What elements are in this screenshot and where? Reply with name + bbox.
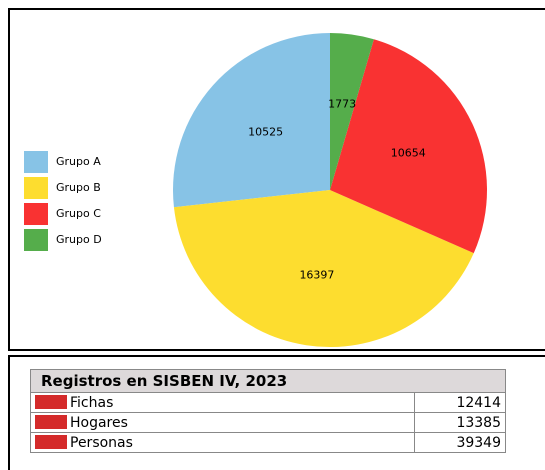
family-icon — [35, 434, 67, 449]
slice-label: 1773 — [328, 98, 356, 111]
family-icon — [35, 414, 67, 429]
legend-label: Grupo C — [56, 207, 101, 220]
header-row: Registros en SISBEN IV, 2023 — [30, 369, 506, 393]
slice-label: 16397 — [299, 268, 334, 281]
table: Registros en SISBEN IV, 2023 Fichas 12414… — [30, 369, 506, 453]
row-label: Fichas — [70, 394, 114, 411]
slice-label: 10654 — [391, 146, 426, 159]
row-label-cell: Hogares — [30, 412, 415, 433]
pie-slice — [173, 190, 474, 347]
legend-label: Grupo B — [56, 181, 101, 194]
table-title: Registros en SISBEN IV, 2023 — [30, 369, 506, 393]
family-icon — [35, 394, 67, 409]
legend-label: Grupo A — [56, 155, 101, 168]
table-row: Fichas 12414 — [30, 392, 506, 413]
table-row: Personas 39349 — [30, 432, 506, 453]
chart-panel: 10525 16397 10654 1773 Grupo A Grupo B Grupo C… — [8, 8, 545, 351]
chart: 10525 16397 10654 1773 Grupo A Grupo B Grupo C… — [24, 33, 487, 347]
row-label-cell: Fichas — [30, 392, 415, 413]
row-label: Personas — [70, 434, 133, 451]
row-value: 39349 — [414, 432, 506, 453]
legend-swatch — [24, 177, 48, 199]
row-label: Hogares — [70, 414, 128, 431]
pie-slice — [330, 39, 487, 254]
row-label-cell: Personas — [30, 432, 415, 453]
legend-label: Grupo D — [56, 233, 102, 246]
pie-slice — [330, 33, 374, 190]
legend-swatch — [24, 203, 48, 225]
row-value: 12414 — [414, 392, 506, 413]
legend-swatch — [24, 151, 48, 173]
table-panel: Registros en SISBEN IV, 2023 Fichas 12414… — [8, 355, 545, 470]
pie-slice — [172, 33, 330, 208]
table-row: Hogares 13385 — [30, 412, 506, 433]
table-body: Fichas 12414 Hogares 13385 Personas 39349 — [30, 392, 506, 453]
legend-swatch — [24, 229, 48, 251]
row-value: 13385 — [414, 412, 506, 433]
slice-label: 10525 — [248, 125, 283, 138]
